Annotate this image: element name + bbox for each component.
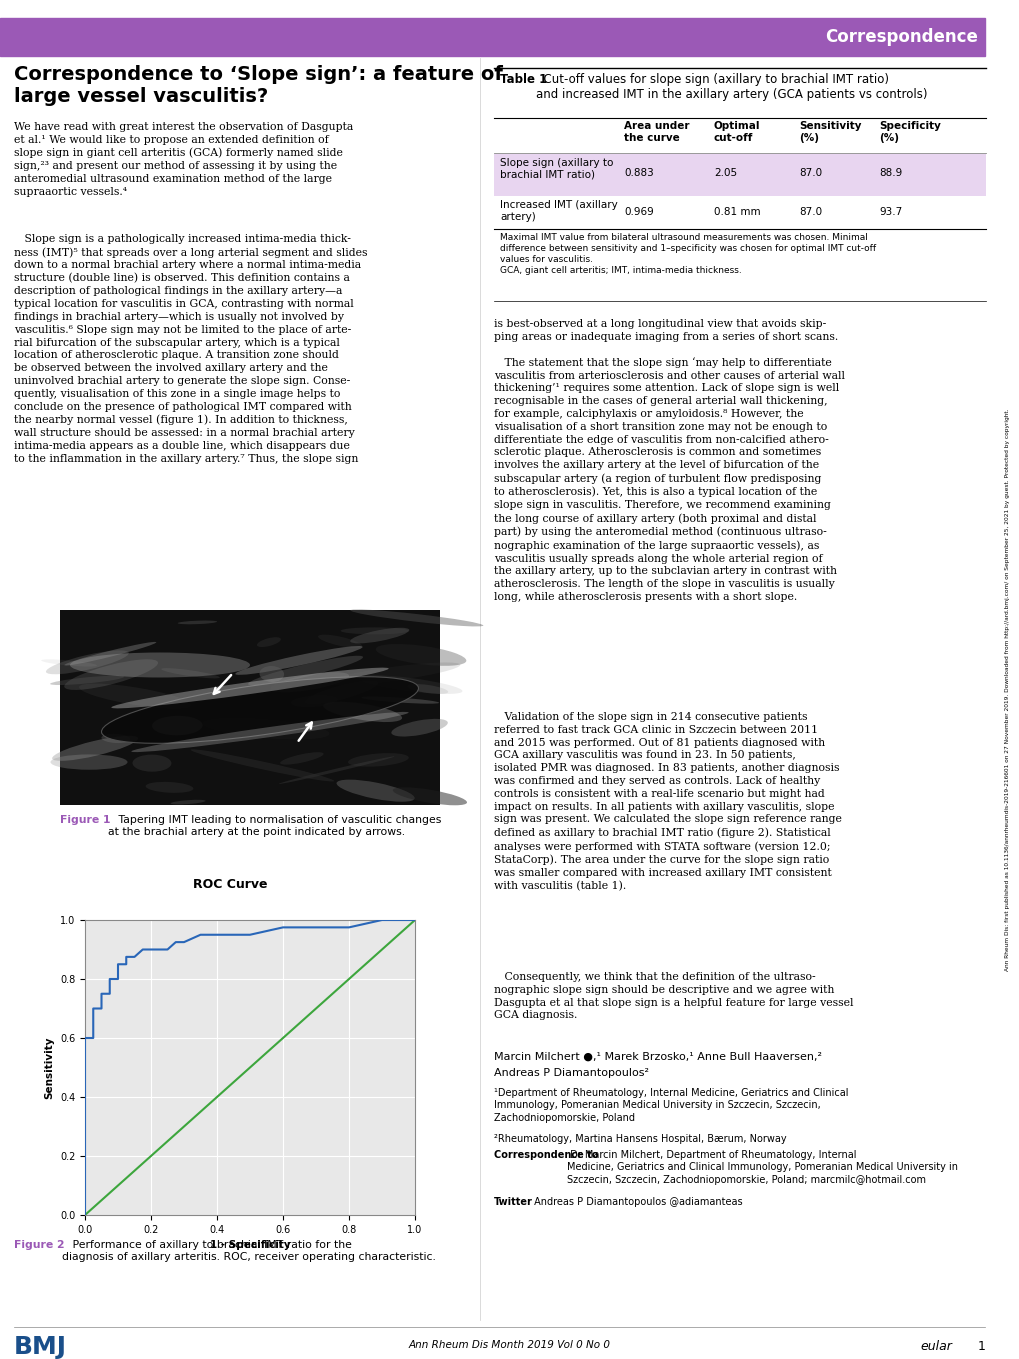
Ellipse shape — [202, 718, 329, 739]
Text: 0.969: 0.969 — [624, 207, 653, 217]
Ellipse shape — [101, 734, 130, 743]
Text: Correspondence to: Correspondence to — [493, 1150, 598, 1161]
Ellipse shape — [235, 646, 362, 675]
Text: ²Rheumatology, Martina Hansens Hospital, Bærum, Norway: ²Rheumatology, Martina Hansens Hospital,… — [493, 1133, 786, 1144]
Ellipse shape — [351, 609, 483, 626]
Text: Figure 2: Figure 2 — [14, 1239, 64, 1250]
Text: BMJ: BMJ — [14, 1335, 67, 1359]
Ellipse shape — [102, 677, 418, 743]
Ellipse shape — [323, 701, 401, 722]
Ellipse shape — [46, 651, 128, 674]
Text: 88.9: 88.9 — [878, 169, 902, 178]
Ellipse shape — [280, 753, 323, 765]
Ellipse shape — [41, 659, 97, 666]
Ellipse shape — [191, 749, 334, 781]
Ellipse shape — [132, 754, 171, 772]
Text: We have read with great interest the observation of Dasgupta
et al.¹ We would li: We have read with great interest the obs… — [14, 122, 353, 197]
Text: Optimal
cut-off: Optimal cut-off — [713, 121, 760, 143]
Ellipse shape — [70, 652, 250, 678]
Text: Ann Rheum Dis Month 2019 Vol 0 No 0: Ann Rheum Dis Month 2019 Vol 0 No 0 — [409, 1340, 610, 1349]
Ellipse shape — [392, 787, 467, 806]
Ellipse shape — [248, 656, 363, 685]
Bar — [60, 610, 439, 805]
Text: Ann Rheum Dis: first published as 10.1136/annrheumdis-2019-216601 on 27 November: Ann Rheum Dis: first published as 10.113… — [1005, 409, 1010, 972]
Text: 93.7: 93.7 — [878, 207, 902, 217]
Text: Specificity
(%): Specificity (%) — [878, 121, 940, 143]
Text: Marcin Milchert ●,¹ Marek Brzosko,¹ Anne Bull Haaversen,²: Marcin Milchert ●,¹ Marek Brzosko,¹ Anne… — [493, 1052, 821, 1061]
Ellipse shape — [336, 780, 415, 802]
Text: Twitter: Twitter — [493, 1197, 532, 1207]
Ellipse shape — [50, 675, 124, 685]
Text: Consequently, we think that the definition of the ultraso-
nographic slope sign : Consequently, we think that the definiti… — [493, 972, 853, 1021]
Text: Dr Marcin Milchert, Department of Rheumatology, Internal
Medicine, Geriatrics an: Dr Marcin Milchert, Department of Rheuma… — [567, 1150, 957, 1185]
Ellipse shape — [170, 800, 206, 805]
Text: Slope sign (axillary to
brachial IMT ratio): Slope sign (axillary to brachial IMT rat… — [499, 158, 612, 179]
Text: Maximal IMT value from bilateral ultrasound measurements was chosen. Minimal
dif: Maximal IMT value from bilateral ultraso… — [499, 232, 875, 276]
Text: Increased IMT (axillary
artery): Increased IMT (axillary artery) — [499, 200, 618, 222]
Text: Slope sign is a pathologically increased intima-media thick-
ness (IMT)⁵ that sp: Slope sign is a pathologically increased… — [14, 234, 367, 463]
Ellipse shape — [290, 696, 337, 707]
Text: 2.05: 2.05 — [713, 169, 737, 178]
Ellipse shape — [257, 637, 280, 647]
Text: Correspondence: Correspondence — [824, 29, 977, 46]
Ellipse shape — [350, 628, 409, 643]
Text: Tapering IMT leading to normalisation of vasculitic changes
at the brachial arte: Tapering IMT leading to normalisation of… — [108, 815, 441, 837]
Text: 87.0: 87.0 — [798, 207, 821, 217]
Text: Performance of axillary to brachial IMT ratio for the
diagnosis of axillary arte: Performance of axillary to brachial IMT … — [62, 1239, 435, 1263]
Ellipse shape — [408, 684, 447, 694]
Text: The statement that the slope sign ‘may help to differentiate
vasculitis from art: The statement that the slope sign ‘may h… — [493, 357, 844, 602]
Y-axis label: Sensitivity: Sensitivity — [44, 1037, 54, 1098]
Bar — [493, 154, 985, 196]
Ellipse shape — [326, 662, 460, 685]
Ellipse shape — [361, 697, 439, 704]
Ellipse shape — [51, 754, 127, 769]
Ellipse shape — [270, 673, 348, 692]
Ellipse shape — [78, 684, 191, 708]
Text: 0.883: 0.883 — [624, 169, 653, 178]
Ellipse shape — [340, 628, 409, 635]
Ellipse shape — [391, 719, 447, 737]
Ellipse shape — [278, 757, 394, 784]
Ellipse shape — [152, 716, 203, 735]
Ellipse shape — [177, 621, 217, 624]
Text: Figure 1: Figure 1 — [60, 815, 110, 825]
X-axis label: 1 - Specificity: 1 - Specificity — [210, 1241, 290, 1250]
Text: ROC Curve: ROC Curve — [193, 878, 267, 892]
Ellipse shape — [259, 666, 283, 682]
Text: eular: eular — [919, 1340, 951, 1354]
Text: 87.0: 87.0 — [798, 169, 821, 178]
Ellipse shape — [318, 635, 362, 648]
Text: is best-observed at a long longitudinal view that avoids skip-
ping areas or ina: is best-observed at a long longitudinal … — [493, 319, 838, 342]
Text: large vessel vasculitis?: large vessel vasculitis? — [14, 87, 268, 106]
Ellipse shape — [64, 659, 158, 690]
Bar — [0, 18, 984, 56]
Ellipse shape — [347, 753, 409, 766]
Ellipse shape — [146, 781, 194, 792]
Ellipse shape — [359, 675, 462, 694]
Text: Validation of the slope sign in 214 consecutive patients
referred to fast track : Validation of the slope sign in 214 cons… — [493, 712, 841, 892]
Ellipse shape — [131, 712, 409, 752]
Text: 1: 1 — [977, 1340, 985, 1354]
Text: Cut-off values for slope sign (axillary to brachial IMT ratio)
and increased IMT: Cut-off values for slope sign (axillary … — [535, 73, 926, 101]
Text: 0.81 mm: 0.81 mm — [713, 207, 760, 217]
Text: Table 1: Table 1 — [499, 73, 547, 86]
Text: Andreas P Diamantopoulos²: Andreas P Diamantopoulos² — [493, 1068, 648, 1078]
Text: Sensitivity
(%): Sensitivity (%) — [798, 121, 861, 143]
Ellipse shape — [52, 735, 138, 761]
Text: Andreas P Diamantopoulos @adiamanteas: Andreas P Diamantopoulos @adiamanteas — [531, 1197, 742, 1207]
Ellipse shape — [64, 641, 156, 666]
Text: Correspondence to ‘Slope sign’: a feature of: Correspondence to ‘Slope sign’: a featur… — [14, 65, 502, 84]
Ellipse shape — [111, 667, 388, 708]
Text: Area under
the curve: Area under the curve — [624, 121, 689, 143]
Ellipse shape — [305, 681, 378, 704]
Ellipse shape — [375, 644, 466, 666]
Ellipse shape — [161, 669, 219, 678]
Text: ¹Department of Rheumatology, Internal Medicine, Geriatrics and Clinical
Immunolo: ¹Department of Rheumatology, Internal Me… — [493, 1089, 848, 1123]
